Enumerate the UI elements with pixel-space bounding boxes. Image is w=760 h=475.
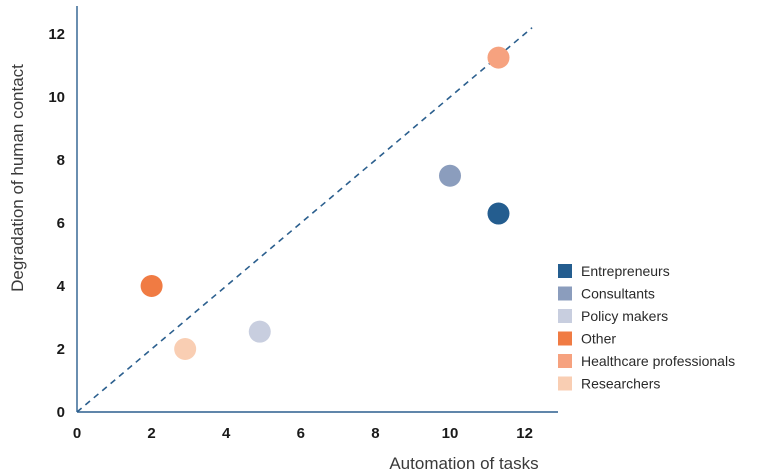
legend-label: Entrepreneurs xyxy=(581,263,670,279)
legend-label: Researchers xyxy=(581,376,660,392)
x-tick-label: 8 xyxy=(371,425,379,442)
x-axis-title: Automation of tasks xyxy=(389,454,538,473)
data-point xyxy=(487,202,510,225)
y-tick-label: 0 xyxy=(57,404,65,421)
x-tick-label: 10 xyxy=(442,425,459,442)
y-tick-labels: 0 2 4 6 8 10 12 xyxy=(48,26,65,421)
legend-label: Other xyxy=(581,331,616,347)
legend-swatch xyxy=(558,264,572,278)
data-point xyxy=(248,320,271,343)
y-tick-label: 2 xyxy=(57,341,65,358)
x-tick-label: 4 xyxy=(222,425,231,442)
y-tick-label: 4 xyxy=(57,278,66,295)
data-point xyxy=(439,164,461,187)
legend-label: Policy makers xyxy=(581,308,668,324)
data-points xyxy=(140,46,510,360)
y-axis-title: Degradation of human contact xyxy=(8,64,27,292)
y-tick-label: 12 xyxy=(48,26,65,43)
x-tick-label: 12 xyxy=(516,425,533,442)
legend-swatch xyxy=(558,354,572,368)
legend: Entrepreneurs Consultants Policy makers Oth… xyxy=(558,263,735,392)
x-tick-label: 2 xyxy=(147,425,155,442)
x-tick-label: 0 xyxy=(73,425,81,442)
legend-swatch xyxy=(558,376,572,391)
legend-swatch xyxy=(558,309,572,323)
data-point xyxy=(140,275,163,297)
legend-label: Healthcare professionals xyxy=(581,353,735,369)
legend-swatch xyxy=(558,286,572,301)
y-tick-label: 10 xyxy=(48,89,65,106)
y-tick-label: 6 xyxy=(57,215,65,232)
reference-line xyxy=(76,27,533,413)
data-point xyxy=(487,46,510,69)
data-point xyxy=(174,338,197,360)
x-tick-label: 6 xyxy=(297,425,305,442)
y-tick-label: 8 xyxy=(57,152,65,169)
x-tick-labels: 0 2 4 6 8 10 12 xyxy=(73,425,533,442)
legend-label: Consultants xyxy=(581,286,655,302)
legend-swatch xyxy=(558,331,572,346)
